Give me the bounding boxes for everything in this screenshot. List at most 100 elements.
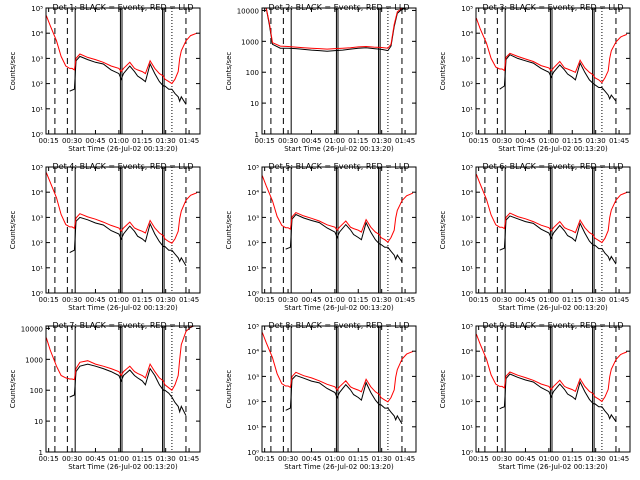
panel-title: Det 4: BLACK = Events, RED = LLD [53, 162, 194, 171]
y-tick-label: 10⁴ [461, 348, 473, 356]
y-tick-label: 10³ [31, 55, 43, 63]
y-tick-label: 100 [246, 69, 259, 77]
y-tick-label: 10¹ [31, 106, 43, 114]
y-tick-label: 10² [247, 399, 259, 407]
events-series-line [285, 213, 403, 263]
x-tick-label: 00:15 [255, 137, 275, 145]
plot-frame [475, 7, 631, 135]
x-tick-label: 01:15 [562, 296, 582, 304]
x-tick-label: 00:15 [39, 137, 59, 145]
y-tick-label: 1000 [25, 356, 43, 364]
y-tick-label: 1000 [241, 38, 259, 46]
y-axis-label: Counts/sec [9, 370, 17, 409]
plot-frame [261, 7, 417, 135]
x-tick-label: 00:15 [469, 455, 489, 463]
y-tick-label: 10² [31, 240, 43, 248]
x-tick-label: 00:30 [278, 296, 298, 304]
panel-title: Det 2: BLACK = Events, RED = LLD [269, 3, 410, 12]
x-tick-label: 01:45 [179, 296, 199, 304]
x-axis-label: Start Time (26-Jul-02 00:13:20) [284, 145, 394, 153]
x-tick-label: 01:30 [372, 137, 392, 145]
events-series-line [262, 7, 407, 52]
x-tick-label: 01:00 [325, 137, 345, 145]
panel-title: Det 7: BLACK = Events, RED = LLD [53, 321, 194, 330]
x-tick-label: 01:00 [539, 455, 559, 463]
y-axis-label: Counts/sec [9, 52, 17, 91]
y-axis-label: Counts/sec [9, 211, 17, 250]
y-axis-label: Counts/sec [439, 370, 447, 409]
x-tick-label: 01:00 [539, 137, 559, 145]
x-tick-label: 01:45 [179, 137, 199, 145]
x-tick-label: 00:30 [62, 296, 82, 304]
x-tick-label: 01:30 [372, 296, 392, 304]
x-tick-label: 00:15 [255, 455, 275, 463]
x-tick-label: 01:15 [562, 137, 582, 145]
plot-frame [475, 166, 631, 294]
events-series-line [499, 373, 617, 422]
y-tick-label: 10³ [461, 214, 473, 222]
x-tick-label: 00:45 [515, 137, 535, 145]
plot-frame [45, 7, 201, 135]
x-tick-label: 01:45 [609, 137, 629, 145]
x-tick-label: 00:45 [515, 455, 535, 463]
events-series-line [69, 55, 187, 105]
x-tick-label: 01:15 [562, 455, 582, 463]
x-tick-label: 01:15 [132, 296, 152, 304]
x-tick-label: 01:15 [132, 455, 152, 463]
lld-series-line [475, 17, 628, 84]
x-tick-label: 00:30 [278, 455, 298, 463]
y-tick-label: 10¹ [247, 265, 259, 273]
y-tick-label: 10⁴ [247, 189, 259, 197]
y-tick-label: 10³ [247, 214, 259, 222]
y-tick-label: 100 [30, 387, 43, 395]
y-tick-label: 10⁵ [461, 164, 473, 172]
x-tick-label: 01:00 [539, 296, 559, 304]
y-tick-label: 10⁴ [461, 30, 473, 38]
y-tick-label: 10⁴ [31, 189, 43, 197]
events-series-line [69, 216, 187, 267]
x-tick-label: 01:30 [586, 296, 606, 304]
y-tick-label: 1 [39, 449, 43, 457]
x-tick-label: 00:45 [85, 296, 105, 304]
detector-panel-2: 10000 1000 100 10 100:15 00:30 00:45 01:00 01:15… [225, 3, 417, 153]
x-tick-label: 01:00 [109, 296, 129, 304]
y-tick-label: 10¹ [247, 424, 259, 432]
y-tick-label: 10⁴ [247, 348, 259, 356]
panel-title: Det 8: BLACK = Events, RED = LLD [269, 321, 410, 330]
x-tick-label: 00:30 [492, 296, 512, 304]
x-axis-label: Start Time (26-Jul-02 00:13:20) [68, 463, 178, 471]
y-tick-label: 10³ [461, 373, 473, 381]
y-tick-label: 10¹ [461, 106, 473, 114]
x-tick-label: 01:15 [348, 137, 368, 145]
x-axis-label: Start Time (26-Jul-02 00:13:20) [498, 145, 608, 153]
x-tick-label: 00:45 [301, 455, 321, 463]
x-tick-label: 01:00 [109, 137, 129, 145]
x-tick-label: 00:15 [469, 296, 489, 304]
y-tick-label: 10⁵ [31, 5, 43, 13]
y-tick-label: 10⁰ [461, 131, 473, 139]
x-tick-label: 01:30 [586, 455, 606, 463]
x-tick-label: 01:45 [179, 455, 199, 463]
lld-series-line [262, 7, 407, 50]
x-tick-label: 00:30 [62, 455, 82, 463]
x-tick-label: 00:45 [515, 296, 535, 304]
x-tick-label: 00:45 [301, 296, 321, 304]
y-tick-label: 10⁰ [461, 449, 473, 457]
lld-series-line [475, 174, 628, 244]
events-series-line [499, 215, 617, 265]
y-tick-label: 10⁵ [461, 323, 473, 331]
y-tick-label: 10000 [21, 325, 43, 333]
y-tick-label: 10⁰ [247, 290, 259, 298]
y-tick-label: 10⁴ [31, 30, 43, 38]
x-axis-label: Start Time (26-Jul-02 00:13:20) [284, 463, 394, 471]
x-tick-label: 01:45 [395, 137, 415, 145]
y-tick-label: 10² [461, 81, 473, 89]
x-tick-label: 01:15 [348, 296, 368, 304]
x-tick-label: 01:30 [156, 455, 176, 463]
